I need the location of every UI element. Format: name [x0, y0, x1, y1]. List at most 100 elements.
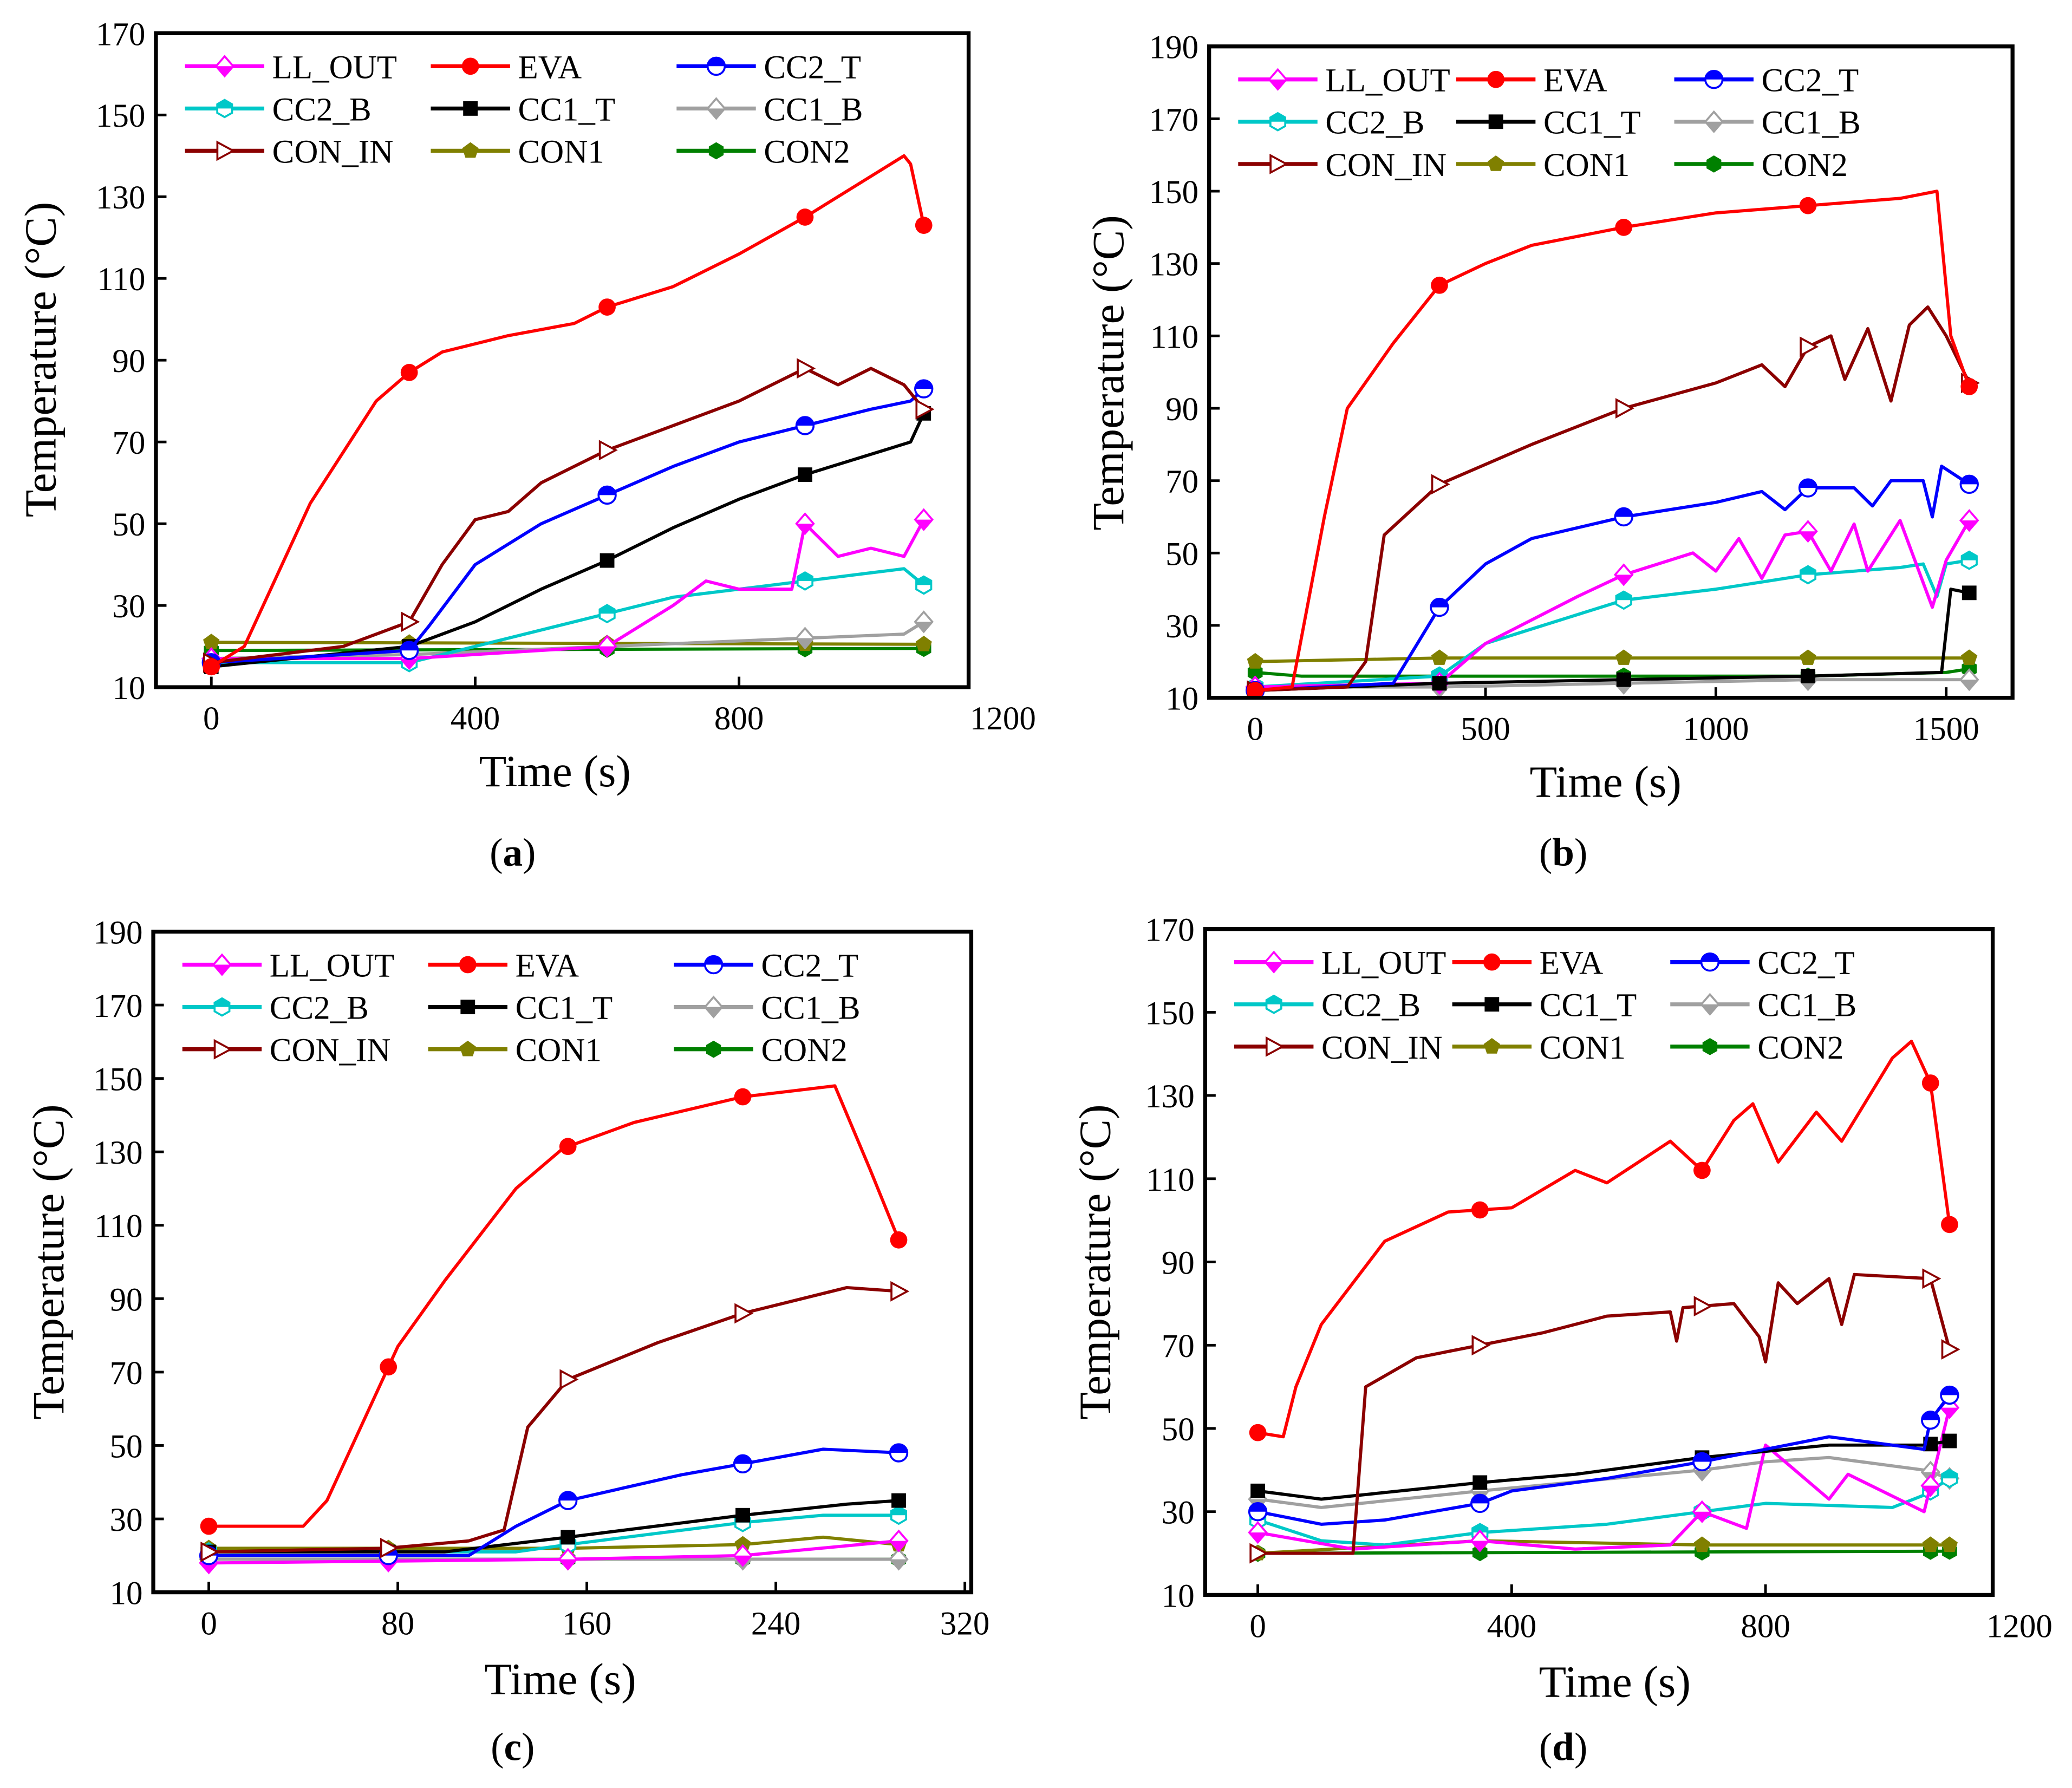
data-marker-con1	[915, 635, 932, 651]
data-marker-ll_out-fill	[1615, 575, 1633, 585]
data-marker-eva	[400, 364, 418, 381]
data-marker-cc1_t	[600, 553, 615, 568]
y-tick-label: 150	[93, 1062, 143, 1098]
legend-marker	[1269, 153, 1289, 174]
series-line-con1	[211, 641, 924, 646]
series-line-cc1_t	[208, 1499, 899, 1554]
data-marker-cc2_t-fill	[559, 1492, 577, 1501]
data-marker-cc2_t-fill	[1431, 598, 1448, 608]
data-marker-eva	[890, 1231, 908, 1249]
legend-marker	[213, 1039, 233, 1060]
y-tick-label: 150	[1145, 995, 1195, 1032]
series-line-ll_out	[1257, 1407, 1951, 1551]
data-marker-cc1_t	[798, 467, 812, 482]
legend-entry-con1: CON1	[1452, 1030, 1626, 1066]
legend-marker-fill	[1705, 121, 1723, 132]
data-marker-con_in	[1471, 1335, 1491, 1356]
legend-label: CC2_B	[1325, 105, 1424, 141]
legend-entry-cc1-b: CC1_B	[1674, 105, 1861, 141]
data-marker-con1	[734, 1536, 751, 1552]
data-marker-cc2_b-fill	[1800, 566, 1816, 575]
y-axis-label: Temperature (°C)	[1083, 215, 1133, 530]
y-tick-label: 170	[1149, 102, 1199, 138]
legend-label: EVA	[516, 948, 579, 984]
legend-entry-con-in: CON_IN	[1234, 1030, 1443, 1066]
legend-label: CC2_T	[1757, 945, 1855, 982]
series-line-con_in	[211, 367, 926, 664]
data-marker-eva	[380, 1358, 398, 1376]
legend-label: LL_OUT	[270, 948, 394, 984]
legend-entry-ll-out: LL_OUT	[1238, 63, 1450, 99]
x-tick-label: 320	[940, 1606, 989, 1642]
data-marker-cc2_t-fill	[400, 642, 418, 651]
data-marker-con1	[1941, 1536, 1958, 1552]
legend-entry-con2: CON2	[676, 134, 850, 170]
series-line-eva	[1257, 1040, 1951, 1439]
series-con-in	[200, 1281, 910, 1562]
data-marker-con1	[1800, 649, 1816, 665]
series-cc2-t	[201, 379, 934, 673]
legend-entry-con1: CON1	[1456, 147, 1630, 184]
y-tick-label: 30	[1165, 609, 1198, 645]
legend-label: CC1_T	[516, 990, 613, 1027]
legend-marker	[461, 57, 479, 75]
legend-label: CC1_B	[1762, 105, 1861, 141]
data-marker-cc1_b-fill	[1693, 1470, 1711, 1480]
legend-marker	[1488, 114, 1503, 129]
series-eva	[1246, 190, 1978, 698]
legend-entry-cc1-b: CC1_B	[676, 92, 863, 128]
y-tick-label: 150	[96, 98, 146, 134]
data-marker-cc2_b-fill	[891, 1506, 907, 1516]
legend-entry-cc2-t: CC2_T	[674, 948, 858, 984]
data-marker-cc1_t	[1250, 1483, 1266, 1498]
legend-marker	[1265, 1036, 1285, 1057]
chart-panel-c: 0 80 160 240 320 10 30 50 70 90 110 130 150 170 190 LL_…	[23, 915, 989, 1769]
series-eva	[200, 1084, 908, 1535]
x-tick-label: 0	[1249, 1609, 1266, 1645]
y-tick-label: 30	[112, 589, 145, 625]
legend-marker	[708, 142, 724, 160]
legend-marker-fill	[705, 956, 722, 965]
legend-entry-con2: CON2	[1670, 1030, 1844, 1066]
x-tick-label: 240	[751, 1606, 800, 1642]
data-marker-ll_out-fill	[1941, 1407, 1958, 1418]
data-marker-cc2_t-fill	[734, 1455, 752, 1464]
panel-caption: (d)	[1539, 1725, 1587, 1769]
data-marker-eva	[1960, 378, 1978, 395]
legend-entry-cc2-b: CC2_B	[185, 92, 372, 128]
legend-marker	[1487, 70, 1504, 88]
data-marker-con1	[1431, 649, 1448, 665]
data-marker-cc2_t-fill	[890, 1444, 908, 1453]
series-line-con2	[1257, 1549, 1950, 1555]
legend-entry-eva: EVA	[431, 49, 582, 86]
series-line-ll_out	[211, 519, 926, 661]
data-marker-eva	[1246, 682, 1264, 698]
series-line-con1	[1255, 656, 1970, 663]
y-tick-label: 10	[1162, 1578, 1195, 1614]
legend-entry-cc1-b: CC1_B	[674, 990, 861, 1027]
legend-marker-fill	[1701, 1004, 1719, 1015]
y-tick-label: 30	[110, 1502, 143, 1538]
legend-entry-con2: CON2	[674, 1033, 848, 1069]
legend-entry-cc2-t: CC2_T	[676, 49, 861, 86]
data-marker-cc1_t	[1942, 1433, 1957, 1448]
x-tick-label: 1200	[970, 701, 1036, 737]
y-tick-label: 150	[1149, 174, 1199, 211]
data-marker-con_in	[598, 440, 618, 461]
y-tick-label: 70	[1165, 464, 1198, 500]
legend-marker	[1706, 155, 1722, 173]
legend-marker-fill	[1701, 953, 1719, 962]
data-marker-ll_out-fill	[1693, 1511, 1711, 1522]
legend-entry-con1: CON1	[428, 1033, 602, 1069]
data-marker-ll_out-fill	[200, 1563, 218, 1573]
plot-frame	[151, 929, 974, 1595]
data-marker-ll_out-fill	[796, 524, 814, 534]
y-tick-label: 170	[96, 16, 146, 53]
series-line-cc2_t	[1257, 1394, 1951, 1526]
series-line-cc2_t	[211, 388, 925, 664]
data-marker-cc1_b-fill	[796, 638, 814, 648]
y-tick-label: 170	[1145, 912, 1195, 949]
data-marker-ll_out-fill	[1921, 1485, 1939, 1496]
series-con1	[203, 634, 932, 651]
x-tick-label: 0	[200, 1606, 217, 1642]
